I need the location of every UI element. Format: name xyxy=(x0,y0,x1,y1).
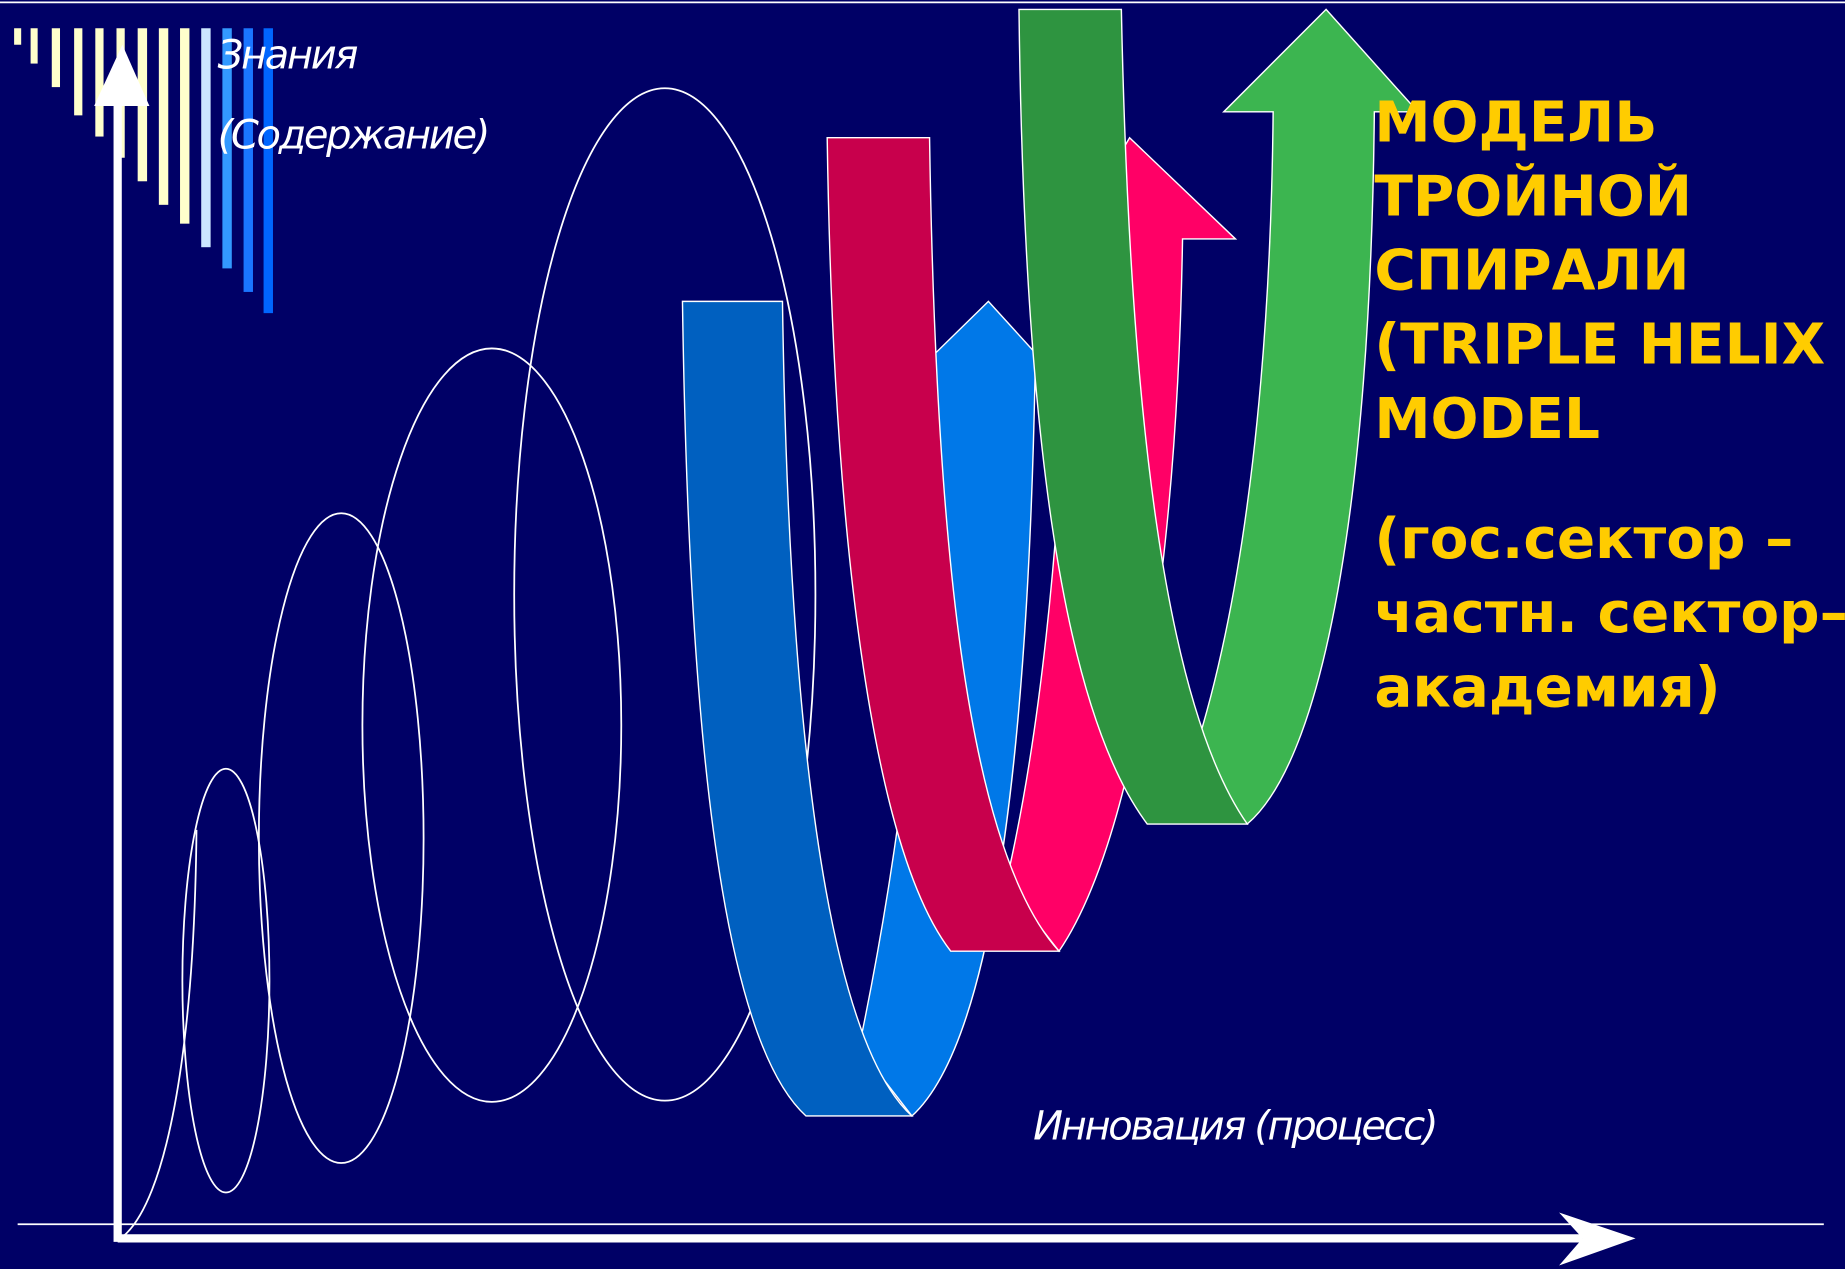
page: {"axes": {"y_label": ["Знания", "(Содерж… xyxy=(0,0,1845,1269)
subtitle-line: частн. сектор– xyxy=(1374,581,1845,646)
x-axis-label: Инновация (процесс) xyxy=(1033,1104,1436,1150)
slide: Знания (Содержание) Инновация (процесс) … xyxy=(0,0,1845,1269)
y-axis-label: Знания xyxy=(218,32,358,78)
title-line: СПИРАЛИ xyxy=(1374,239,1689,304)
subtitle-line: академия) xyxy=(1374,655,1720,720)
y-axis-label: (Содержание) xyxy=(218,112,488,158)
title-line: (TRIPLE HELIX xyxy=(1374,313,1825,378)
title-line: MODEL xyxy=(1374,387,1600,452)
title-line: МОДЕЛЬ xyxy=(1374,90,1657,155)
subtitle-line: (гос.сектор – xyxy=(1374,507,1793,572)
title-line: ТРОЙНОЙ xyxy=(1374,161,1692,229)
